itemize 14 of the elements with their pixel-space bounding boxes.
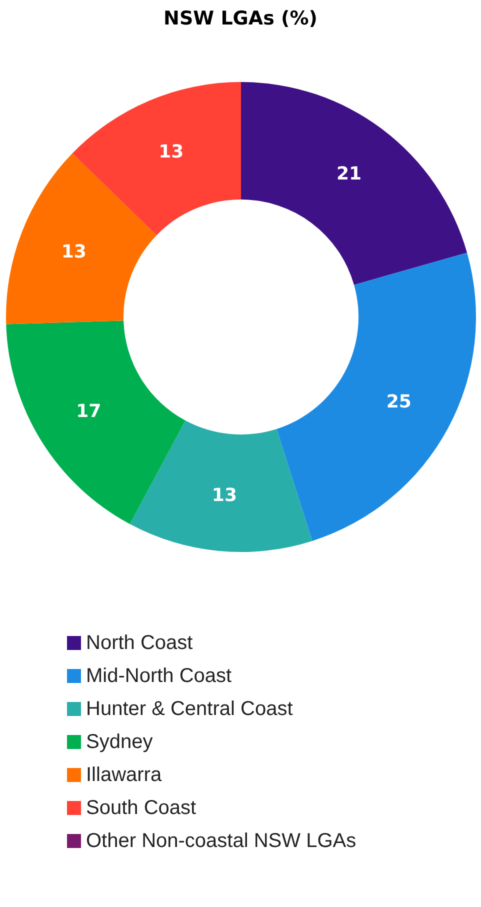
legend-label: North Coast — [86, 632, 194, 654]
data-label: 17 — [76, 400, 102, 422]
legend-label: Hunter & Central Coast — [86, 698, 294, 720]
legend-label: Illawarra — [86, 764, 162, 786]
data-label: 13 — [212, 484, 237, 506]
legend-label: Other Non-coastal NSW LGAs — [86, 830, 356, 852]
legend-label: Sydney — [86, 731, 153, 753]
data-label: 13 — [61, 242, 86, 263]
legend-label: Mid-North Coast — [86, 665, 232, 687]
legend-label: South Coast — [86, 797, 197, 819]
data-label: 25 — [386, 391, 412, 412]
data-label: 21 — [336, 163, 362, 184]
chart-title: NSW LGAs (%) — [164, 8, 318, 30]
data-label: 13 — [158, 141, 184, 162]
